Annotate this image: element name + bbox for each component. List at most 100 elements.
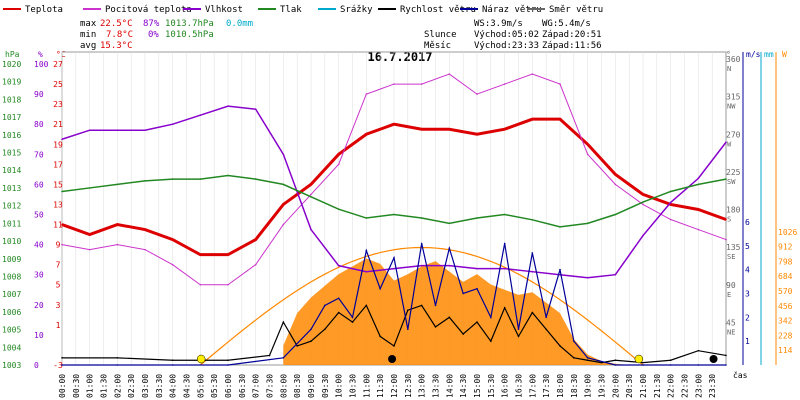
series-point [365, 270, 368, 273]
series-point [476, 267, 478, 270]
solar-tick: 570 [778, 287, 793, 296]
humidity-tick: 10 [34, 331, 44, 340]
stats-min-label: min [80, 30, 96, 40]
series-point [171, 178, 174, 180]
stats-max-press: 1013.7hPa [165, 19, 214, 29]
temperature-tick: 25 [53, 80, 63, 89]
stats-max-hum: 87% [143, 19, 160, 29]
pressure-tick: 1020 [2, 60, 21, 69]
series-point [725, 354, 727, 357]
pressure-tick: 1016 [2, 131, 21, 140]
temperature-tick: 1 [56, 321, 61, 330]
humidity-tick: 70 [34, 150, 44, 159]
stats-max-label: max [80, 19, 97, 29]
temperature-tick: 3 [56, 301, 61, 310]
series-point [545, 328, 547, 331]
series-point [393, 256, 395, 259]
x-tick: 10:00 [335, 374, 344, 398]
series-point [614, 359, 617, 362]
series-point [448, 264, 451, 267]
series-point [227, 105, 229, 107]
series-point [116, 129, 119, 132]
direction-label-tick: N [727, 65, 731, 73]
series-point [448, 73, 451, 75]
series-point [351, 316, 354, 319]
pressure-tick: 1003 [2, 361, 21, 370]
series-point [61, 357, 63, 359]
direction-deg-tick: 315 [726, 93, 741, 102]
solar-tick: 912 [778, 243, 793, 252]
series-point [116, 183, 119, 186]
x-tick: 07:00 [252, 374, 261, 398]
series-point [116, 243, 119, 246]
series-point [227, 283, 229, 286]
series-point [531, 252, 534, 254]
wind-gust-info: WG:5.4m/s [542, 19, 591, 29]
wind-tick: 3 [745, 290, 750, 299]
series-point [462, 333, 464, 335]
x-tick: 13:30 [432, 374, 441, 398]
series-point [725, 364, 727, 366]
series-point [227, 364, 229, 366]
direction-deg-tick: 270 [726, 130, 741, 139]
x-tick: 21:00 [639, 374, 648, 398]
x-tick: 06:00 [224, 374, 233, 398]
series-point [503, 307, 506, 309]
series-point [586, 222, 589, 225]
moon-label: Měsíc [424, 41, 451, 51]
series-point [725, 141, 727, 144]
temperature-tick: 13 [53, 200, 63, 209]
pressure-tick: 1007 [2, 290, 21, 299]
series-point [310, 228, 312, 231]
series-point [448, 222, 451, 225]
series-point [337, 311, 340, 314]
x-tick: 22:30 [681, 374, 690, 398]
series-point [476, 133, 478, 136]
humidity-tick: 100 [34, 60, 49, 69]
series-point [365, 304, 368, 307]
series-point [642, 203, 644, 206]
x-tick: 11:30 [376, 374, 385, 398]
series-point [365, 93, 368, 95]
chart-title: 16.7.2017 [367, 50, 432, 64]
direction-label-tick: SE [727, 253, 735, 261]
series-point [61, 223, 63, 226]
series-point [88, 233, 91, 236]
series-point [407, 309, 409, 311]
series-point [573, 340, 575, 342]
x-tick: 18:30 [570, 374, 579, 398]
direction-label-tick: E [727, 291, 731, 299]
solar-tick: 456 [778, 302, 793, 311]
series-point [282, 153, 285, 156]
series-point [725, 218, 727, 221]
series-point [697, 177, 700, 180]
series-point [254, 238, 257, 241]
series-point [586, 359, 589, 362]
pressure-tick: 1017 [2, 113, 21, 122]
series-point [296, 345, 298, 347]
unit-pct: % [38, 50, 43, 59]
series-point [365, 133, 368, 136]
series-point [310, 195, 312, 198]
series-point [586, 276, 589, 279]
series-point [573, 357, 575, 359]
x-tick: 23:00 [694, 374, 703, 398]
direction-deg-tick: 90 [726, 281, 736, 290]
x-tick: 07:30 [266, 374, 275, 398]
series-point [393, 83, 395, 85]
series-point [420, 217, 423, 219]
temperature-tick: 23 [53, 100, 63, 109]
pressure-tick: 1004 [2, 343, 21, 352]
series-point [310, 328, 312, 331]
moonset-marker [388, 355, 397, 363]
series-point [88, 129, 91, 132]
direction-deg-tick: 135 [726, 243, 741, 252]
series-point [614, 273, 617, 276]
plot-area [61, 73, 727, 366]
series-point [503, 213, 506, 216]
unit-hpa: hPa [5, 50, 20, 59]
series-point [282, 357, 285, 359]
series-point [144, 129, 146, 132]
series-point [116, 357, 119, 359]
